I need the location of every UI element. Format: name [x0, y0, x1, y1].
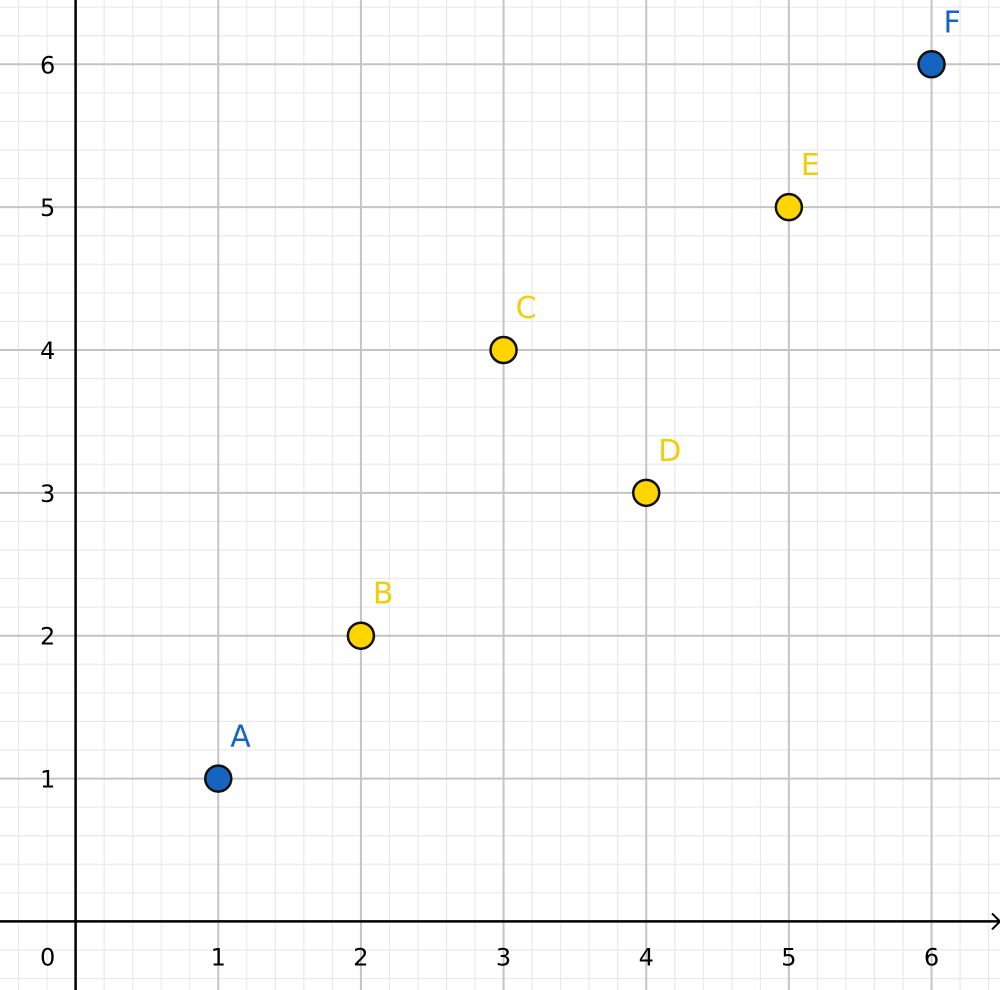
- y-tick-label: 6: [40, 51, 55, 79]
- point-label-f: F: [944, 5, 961, 40]
- x-axis-arrow: [991, 912, 1000, 931]
- y-tick-label: 4: [40, 337, 55, 365]
- y-tick-label: 1: [40, 766, 55, 794]
- x-tick-label: 6: [924, 943, 939, 971]
- tick-labels: 1 2 3 4 5 6 1 2 3 4 5 6 0: [40, 51, 939, 971]
- point-label-b: B: [373, 577, 394, 612]
- point-labels: A B C D E F: [230, 5, 961, 754]
- point-c: [489, 335, 518, 365]
- y-tick-label: 3: [40, 480, 55, 508]
- point-label-a: A: [230, 720, 251, 755]
- point-a: [204, 764, 233, 793]
- x-tick-label: 2: [353, 943, 368, 971]
- point-label-e: E: [801, 148, 820, 183]
- data-points: [204, 50, 946, 793]
- y-tick-label: 2: [40, 623, 55, 651]
- x-tick-label: 1: [211, 943, 226, 971]
- point-f: [917, 50, 946, 79]
- y-tick-label: 5: [40, 194, 55, 222]
- point-d: [631, 478, 661, 508]
- point-label-c: C: [516, 291, 537, 326]
- origin-label: 0: [40, 943, 55, 971]
- x-tick-label: 4: [639, 943, 654, 971]
- x-tick-label: 3: [496, 943, 511, 971]
- point-b: [346, 621, 376, 650]
- point-e: [774, 192, 804, 222]
- x-tick-label: 5: [781, 943, 796, 971]
- point-label-d: D: [658, 434, 681, 469]
